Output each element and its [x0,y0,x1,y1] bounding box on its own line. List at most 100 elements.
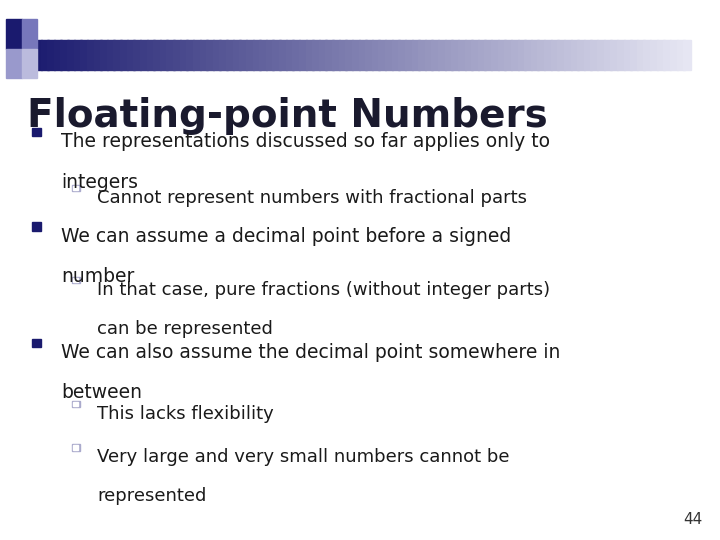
Bar [6,49,22,78]
Bar [100,40,108,70]
Bar [73,40,82,70]
Bar [365,40,373,70]
Bar [32,128,42,136]
Bar [636,40,645,70]
Text: In that case, pure fractions (without integer parts): In that case, pure fractions (without in… [97,281,550,299]
Bar [253,40,261,70]
Bar [518,40,526,70]
Text: This lacks flexibility: This lacks flexibility [97,405,274,423]
Bar [259,40,267,70]
Bar [464,40,472,70]
Bar [73,402,78,406]
Bar [32,222,42,231]
Bar [147,40,155,70]
Bar [438,40,446,70]
Bar [683,40,691,70]
Bar [193,40,201,70]
Bar [385,40,393,70]
Bar [22,19,37,49]
Bar [206,40,215,70]
Text: Very large and very small numbers cannot be: Very large and very small numbers cannot… [97,448,510,466]
Bar [153,40,161,70]
Bar [663,40,671,70]
Text: Cannot represent numbers with fractional parts: Cannot represent numbers with fractional… [97,189,527,207]
Bar [524,40,532,70]
Bar [226,40,234,70]
Bar [312,40,320,70]
Text: We can assume a decimal point before a signed: We can assume a decimal point before a s… [61,227,511,246]
Bar [564,40,572,70]
Bar [379,40,387,70]
Bar [72,444,79,450]
Bar [352,40,360,70]
Bar [531,40,539,70]
Bar [133,40,141,70]
Bar [670,40,678,70]
Bar [451,40,459,70]
Bar [180,40,188,70]
Bar [40,40,49,70]
Text: Floating-point Numbers: Floating-point Numbers [27,97,548,135]
Bar [412,40,420,70]
Bar [292,40,300,70]
Bar [590,40,598,70]
Bar [332,40,340,70]
Bar [338,40,347,70]
Bar [603,40,612,70]
Bar [48,40,55,70]
Bar [73,445,78,449]
Bar [266,40,274,70]
Bar [611,40,618,70]
Bar [127,40,135,70]
Bar [140,40,148,70]
Text: between: between [61,383,142,402]
Bar [570,40,579,70]
Bar [431,40,439,70]
Bar [34,40,42,70]
Bar [6,19,22,49]
Bar [72,276,79,283]
Bar [54,40,62,70]
Bar [233,40,240,70]
Bar [107,40,115,70]
Bar [220,40,228,70]
Bar [94,40,102,70]
Text: 44: 44 [683,511,702,526]
Bar [584,40,592,70]
Text: number: number [61,267,135,286]
Bar [27,40,35,70]
Bar [630,40,638,70]
Bar [72,401,79,407]
Bar [544,40,552,70]
Bar [67,40,75,70]
Bar [491,40,499,70]
Bar [32,339,42,347]
Bar [73,186,78,190]
Bar [624,40,631,70]
Bar [445,40,453,70]
Bar [577,40,585,70]
Bar [87,40,95,70]
Bar [644,40,652,70]
Bar [405,40,413,70]
Text: integers: integers [61,173,138,192]
Bar [398,40,406,70]
Bar [166,40,174,70]
Bar [551,40,559,70]
Bar [114,40,122,70]
Bar [213,40,221,70]
Bar [239,40,248,70]
Bar [346,40,354,70]
Text: We can also assume the decimal point somewhere in: We can also assume the decimal point som… [61,343,561,362]
Bar [319,40,327,70]
Bar [498,40,505,70]
Bar [22,49,37,78]
Bar [72,185,79,191]
Bar [246,40,254,70]
Bar [597,40,605,70]
Bar [478,40,486,70]
Bar [557,40,565,70]
Bar [279,40,287,70]
Bar [677,40,685,70]
Bar [418,40,426,70]
